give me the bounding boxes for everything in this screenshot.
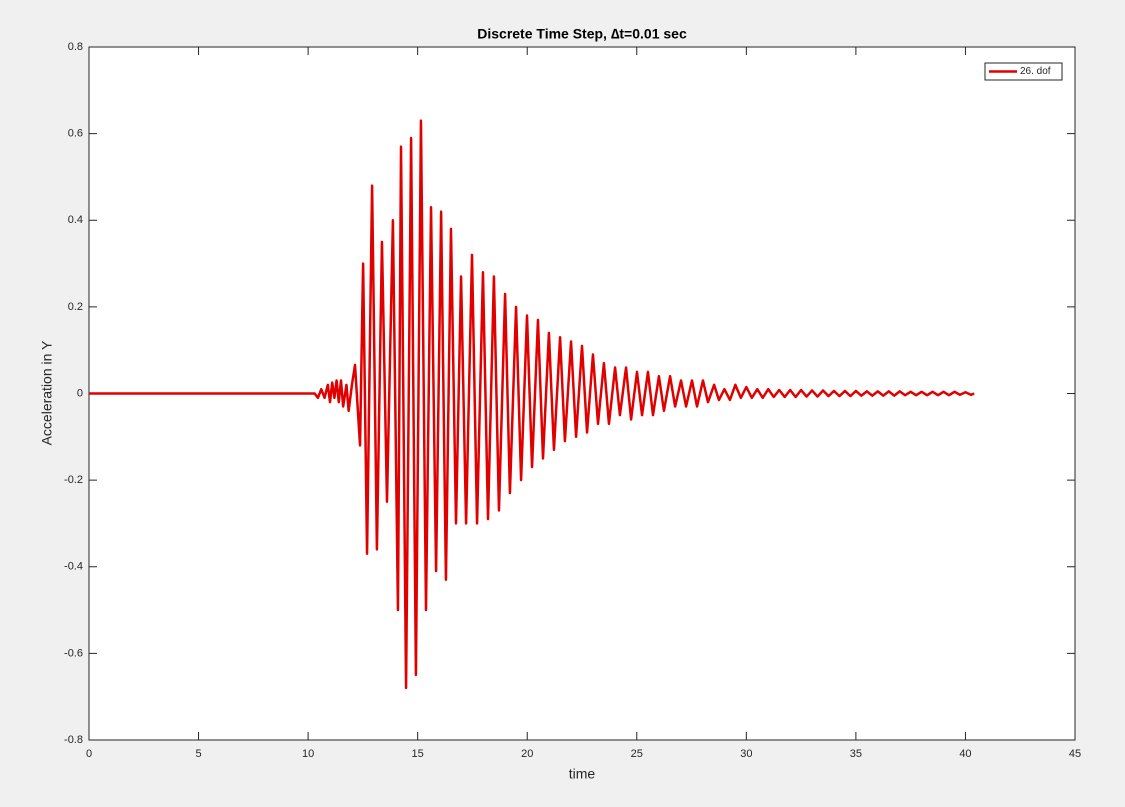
y-tick-label: 0.6 [68,128,83,140]
x-tick-label: 35 [850,748,862,760]
y-axis-label: Acceleration in Y [39,340,55,445]
x-tick-label: 25 [631,748,643,760]
y-tick-label: -0.2 [64,474,83,486]
x-tick-label: 15 [412,748,424,760]
x-tick-label: 5 [195,748,201,760]
x-tick-label: 10 [302,748,314,760]
series-line [89,119,975,690]
chart-title: Discrete Time Step, ∆t=0.01 sec [477,26,687,42]
x-tick-label: 40 [959,748,971,760]
x-tick-label: 0 [86,748,92,760]
y-tick-label: -0.4 [64,561,83,573]
y-tick-label: -0.8 [64,734,83,746]
y-tick-label: 0 [77,387,83,399]
y-tick-label: 0.4 [68,214,83,226]
legend-label: 26. dof [1020,66,1051,77]
x-axis-label: time [569,766,596,782]
y-tick-label: 0.2 [68,301,83,313]
x-tick-label: 20 [521,748,533,760]
y-tick-label: 0.8 [68,41,83,53]
x-tick-label: 45 [1069,748,1081,760]
legend-box [984,62,1063,81]
y-tick-label: -0.6 [64,647,83,659]
x-tick-label: 30 [740,748,752,760]
